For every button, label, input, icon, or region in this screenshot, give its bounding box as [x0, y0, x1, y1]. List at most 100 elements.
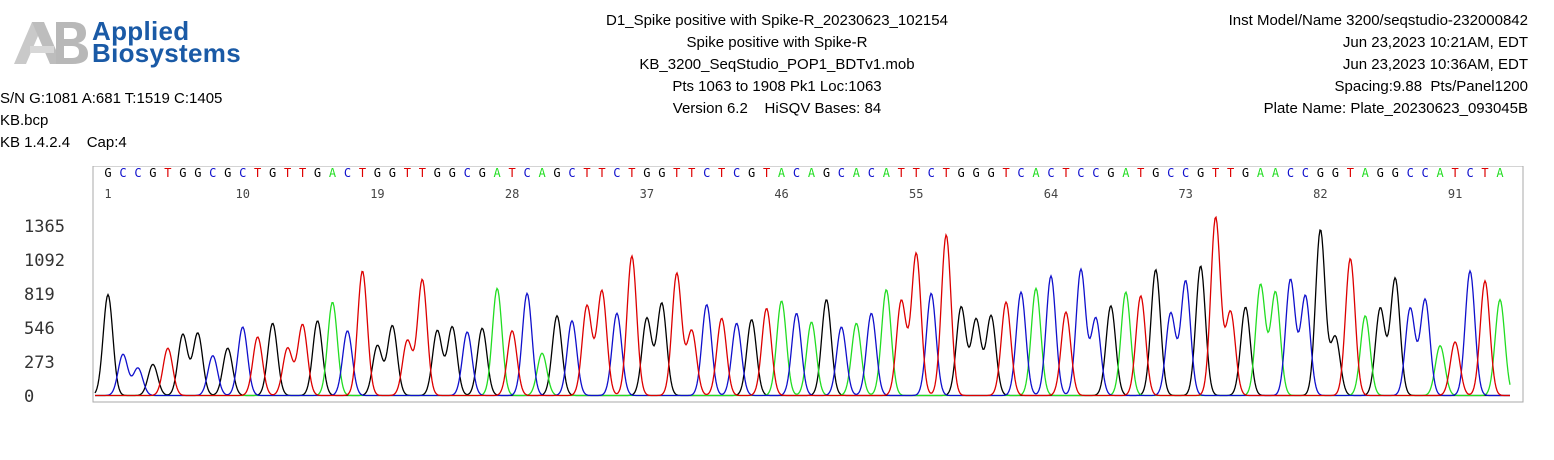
instrument-name: Inst Model/Name 3200/seqstudio-232000842 [1228, 12, 1528, 29]
base-call: G [1152, 166, 1159, 180]
base-call: G [1317, 166, 1324, 180]
points-range: Pts 1063 to 1908 Pk1 Loc:1063 [672, 78, 882, 95]
base-call: T [284, 166, 291, 180]
base-call: G [434, 166, 441, 180]
base-call: T [898, 166, 905, 180]
logo-line1: Applied [92, 16, 190, 46]
base-call: G [553, 166, 560, 180]
base-call: G [269, 166, 276, 180]
trace-T [95, 215, 1510, 397]
base-call: G [479, 166, 486, 180]
base-call: G [374, 166, 381, 180]
position-label: 73 [1178, 187, 1192, 201]
base-call: A [494, 166, 502, 180]
base-call: T [598, 166, 605, 180]
base-call: T [359, 166, 366, 180]
signal-strength-line: S/N G:1081 A:681 T:1519 C:1405 [0, 90, 223, 107]
base-call: A [1032, 166, 1040, 180]
base-call: T [1481, 166, 1488, 180]
version-hisqv: Version 6.2 HiSQV Bases: 84 [672, 100, 882, 117]
base-call: A [808, 166, 816, 180]
y-tick-label: 1365 [24, 217, 65, 237]
sample-info-center: D1_Spike positive with Spike-R_20230623_… [0, 10, 1554, 120]
base-call: T [628, 166, 635, 180]
chart-frame [92, 166, 1524, 403]
base-call: A [329, 166, 337, 180]
logo-wordmark: Applied Biosystems [92, 16, 241, 66]
base-call: G [149, 166, 156, 180]
base-call: G [104, 166, 111, 180]
base-call: G [179, 166, 186, 180]
trace-C [95, 267, 1510, 397]
base-call: T [1451, 166, 1458, 180]
base-call: T [943, 166, 950, 180]
base-call: G [224, 166, 231, 180]
base-call: G [449, 166, 456, 180]
base-call: C [344, 166, 351, 180]
base-call: G [987, 166, 994, 180]
sample-info-right: Inst Model/Name 3200/seqstudio-232000842… [1229, 10, 1528, 120]
base-call: T [673, 166, 680, 180]
sample-name: Spike positive with Spike-R [686, 34, 868, 51]
base-call: C [733, 166, 740, 180]
spacing-panel: Spacing:9.88 Pts/Panel1200 [1334, 78, 1528, 95]
base-call: T [1137, 166, 1144, 180]
base-call: T [404, 166, 411, 180]
base-call: C [1422, 166, 1429, 180]
base-call: T [688, 166, 695, 180]
base-call: T [1212, 166, 1219, 180]
base-call: C [1077, 166, 1084, 180]
plate-name: Plate Name: Plate_20230623_093045B [1263, 100, 1528, 117]
basecaller-line: KB.bcp [0, 112, 49, 129]
base-call: C [523, 166, 530, 180]
trace-lines [94, 215, 1511, 397]
base-call: A [1362, 166, 1370, 180]
base-call: A [1437, 166, 1445, 180]
base-call: A [1122, 166, 1130, 180]
base-call: G [389, 166, 396, 180]
base-call: G [823, 166, 830, 180]
trace-A [95, 283, 1511, 397]
base-call: C [1047, 166, 1054, 180]
base-call: C [1167, 166, 1174, 180]
applied-biosystems-logo: Applied Biosystems [10, 16, 241, 68]
base-call: T [254, 166, 261, 180]
base-call: G [1242, 166, 1249, 180]
position-label: 46 [774, 187, 788, 201]
base-call: G [1107, 166, 1114, 180]
base-call: G [314, 166, 321, 180]
position-label: 10 [235, 187, 249, 201]
base-call: C [1407, 166, 1414, 180]
base-call: C [209, 166, 216, 180]
base-call: G [973, 166, 980, 180]
base-call: A [1496, 166, 1504, 180]
base-call: C [1302, 166, 1309, 180]
base-call: C [793, 166, 800, 180]
sample-file-name: D1_Spike positive with Spike-R_20230623_… [606, 12, 948, 29]
sample-info-left: S/N G:1081 A:681 T:1519 C:1405 KB.bcp KB… [0, 88, 222, 154]
base-call: C [703, 166, 710, 180]
base-call: T [299, 166, 306, 180]
base-call: A [853, 166, 861, 180]
base-call: T [509, 166, 516, 180]
base-call: A [883, 166, 891, 180]
base-call: G [658, 166, 665, 180]
base-call: T [419, 166, 426, 180]
base-call: T [763, 166, 770, 180]
base-call: A [1272, 166, 1280, 180]
base-call: G [643, 166, 650, 180]
base-call: G [1377, 166, 1384, 180]
y-tick-label: 1092 [24, 251, 65, 271]
base-call: T [1347, 166, 1354, 180]
base-call: T [583, 166, 590, 180]
run-start-date: Jun 23,2023 10:21AM, EDT [1342, 34, 1528, 51]
mobility-file: KB_3200_SeqStudio_POP1_BDTv1.mob [639, 56, 915, 73]
y-axis-ticks: 0 273 546 819 1092 1365 [24, 217, 65, 407]
base-call: G [1332, 166, 1339, 180]
base-call: A [1257, 166, 1265, 180]
position-label: 19 [370, 187, 384, 201]
base-position-labels: 1 10 19 28 37 46 55 64 73 82 91 [104, 187, 1462, 201]
base-call: A [538, 166, 546, 180]
